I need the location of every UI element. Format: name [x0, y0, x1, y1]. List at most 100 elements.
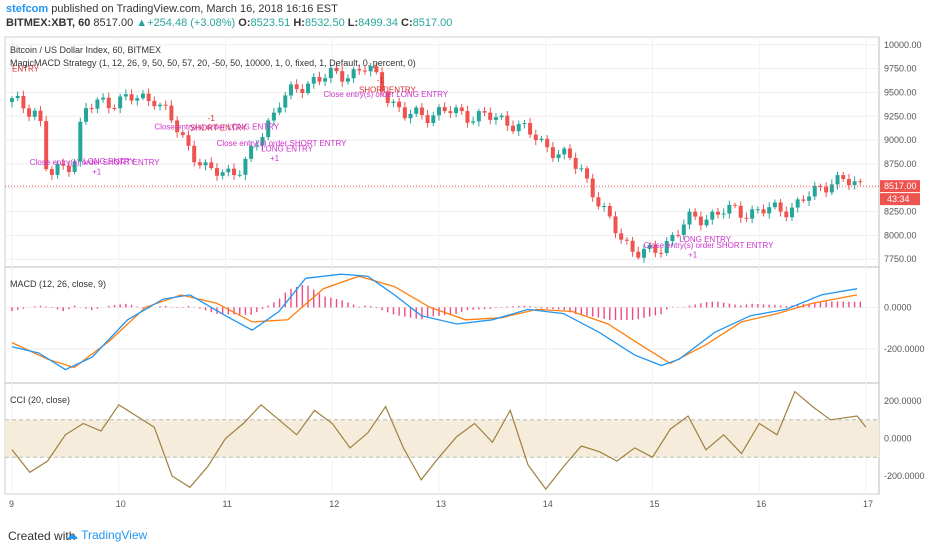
- publish-line: stefcom published on TradingView.com, Ma…: [6, 3, 338, 15]
- candle-body: [397, 101, 402, 108]
- candle-body: [795, 199, 800, 208]
- macd-lines: [11, 273, 862, 371]
- strategy-legend[interactable]: MagicMACD Strategy (1, 12, 26, 9, 50, 50…: [10, 58, 416, 68]
- candle-body: [49, 169, 54, 175]
- strategy-signals: ENTRY Close entry(s) order SHORT ENTRYLON…: [12, 64, 774, 259]
- x-tick-label: 12: [329, 499, 339, 509]
- candle-body: [704, 219, 709, 226]
- cci-legend[interactable]: CCI (20, close): [10, 395, 70, 405]
- candle-body: [237, 174, 242, 176]
- candle-body: [772, 202, 777, 208]
- low-value: 8499.34: [358, 17, 398, 29]
- low-label: L:: [347, 17, 359, 29]
- macd-legend[interactable]: MACD (12, 26, close, 9): [10, 279, 106, 289]
- candle-body: [254, 145, 259, 147]
- chart-header: stefcom published on TradingView.com, Ma…: [0, 0, 932, 30]
- candle-body: [61, 163, 66, 166]
- candle-body: [647, 244, 652, 249]
- last-price: 8517.00: [93, 17, 134, 29]
- candle-body: [681, 224, 686, 235]
- author-name[interactable]: stefcom: [6, 3, 49, 15]
- candle-body: [613, 216, 618, 234]
- price-legend-title[interactable]: Bitcoin / US Dollar Index, 60, BITMEX: [10, 45, 161, 55]
- candle-body: [522, 122, 527, 125]
- close-label: C:: [401, 17, 413, 29]
- published-text: published on TradingView.com, March 16, …: [51, 3, 338, 15]
- candle-body: [101, 97, 106, 100]
- strategy-signal-label: Close entry(s) order SHORT ENTRY: [644, 241, 774, 250]
- candle-body: [323, 78, 328, 82]
- candle-body: [812, 185, 817, 197]
- candle-body: [784, 211, 789, 218]
- candle-body: [374, 66, 379, 73]
- candle-body: [78, 121, 83, 162]
- candle-body: [664, 241, 669, 254]
- cci-tick-label: 0.0000: [884, 434, 912, 444]
- candle-body: [511, 125, 516, 132]
- candle-body: [755, 209, 760, 211]
- strategy-signal-label: LONG ENTRY: [679, 235, 732, 244]
- price-tick-label: 9250.00: [884, 111, 917, 121]
- chart-area[interactable]: ENTRY Close entry(s) order SHORT ENTRYLON…: [0, 30, 932, 520]
- candle-body: [721, 213, 726, 215]
- candle-body: [630, 240, 635, 252]
- grid-lines: [5, 37, 879, 494]
- candle-body: [454, 107, 459, 114]
- macd-tick-label: -200.0000: [884, 344, 925, 354]
- candle-body: [288, 84, 293, 96]
- candle-body: [499, 115, 504, 118]
- price-tick-label: 8750.00: [884, 159, 917, 169]
- candle-body: [214, 168, 219, 176]
- macd-line: [11, 273, 858, 371]
- candle-body: [15, 95, 20, 99]
- strategy-signal-label: ENTRY: [12, 64, 40, 73]
- candle-body: [693, 211, 698, 217]
- candle-body: [550, 147, 555, 159]
- candle-body: [437, 107, 441, 116]
- ohlc-line: BITMEX:XBT, 60 8517.00 ▲+254.48 (+3.08%)…: [6, 17, 452, 29]
- tradingview-logo[interactable]: ☁ TradingView: [66, 528, 148, 542]
- candle-body: [448, 111, 453, 114]
- last-price-badge-text: 8517.00: [884, 181, 917, 191]
- candle-body: [209, 162, 214, 169]
- candle-body: [750, 209, 755, 219]
- candle-body: [345, 78, 350, 82]
- price-tick-label: 9500.00: [884, 87, 917, 97]
- candle-body: [32, 110, 37, 117]
- candle-body: [146, 93, 151, 101]
- candle-body: [21, 95, 26, 109]
- x-tick-label: 17: [863, 499, 873, 509]
- candle-body: [858, 181, 863, 183]
- candle-body: [846, 179, 851, 186]
- candle-body: [767, 207, 772, 214]
- strategy-signal-label: +1: [270, 154, 280, 163]
- candle-body: [106, 97, 111, 109]
- strategy-signal-label: SHORT ENTRY: [359, 85, 417, 94]
- candle-body: [493, 117, 498, 120]
- up-arrow-icon: ▲: [136, 17, 148, 29]
- candle-body: [294, 84, 299, 90]
- candle-body: [431, 115, 436, 124]
- candle-body: [27, 108, 32, 117]
- x-axis-ticks: 9 10 11 12 13 14 15 16 17: [9, 499, 873, 509]
- candle-body: [738, 205, 743, 218]
- candle-body: [778, 202, 783, 212]
- candle-body: [10, 98, 14, 102]
- strategy-signal-label: -1: [208, 114, 216, 123]
- price-tick-label: 8250.00: [884, 207, 917, 217]
- candle-body: [203, 162, 208, 166]
- candle-body: [277, 107, 282, 113]
- candle-body: [516, 124, 521, 132]
- candle-body: [670, 234, 675, 242]
- candle-body: [715, 211, 720, 215]
- candle-body: [533, 134, 538, 141]
- candle-body: [55, 163, 60, 175]
- candle-body: [163, 104, 168, 106]
- candle-body: [402, 107, 407, 119]
- candle-body: [425, 115, 430, 124]
- candle-body: [66, 165, 71, 172]
- candle-body: [596, 197, 601, 207]
- open-label: O:: [238, 17, 251, 29]
- candle-body: [459, 107, 464, 112]
- candle-body: [573, 157, 578, 169]
